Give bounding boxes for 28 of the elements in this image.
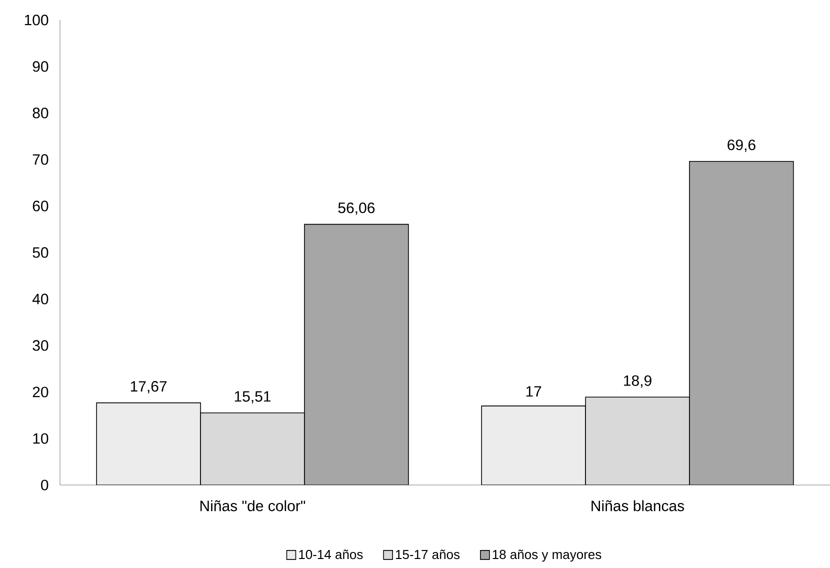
x-tick-label: Niñas "de color" — [200, 500, 306, 512]
x-tick-label: Niñas blancas — [592, 500, 684, 512]
bar — [689, 160, 794, 485]
data-label: 56,06 — [338, 202, 375, 215]
bar — [304, 224, 409, 485]
y-tick-label: 60 — [32, 200, 48, 212]
legend-label: 18 años y mayores — [492, 550, 602, 562]
y-tick-label: 90 — [32, 61, 48, 72]
legend-label: 10-14 años — [299, 550, 363, 560]
data-label: 18,9 — [624, 375, 652, 388]
y-tick-label: 20 — [32, 386, 48, 398]
bar — [96, 402, 201, 485]
y-tick-label: 70 — [32, 154, 48, 165]
bar — [585, 396, 690, 485]
y-tick-label: 30 — [32, 340, 48, 351]
y-tick-label: 40 — [32, 294, 48, 304]
y-tick-label: 10 — [33, 433, 48, 444]
y-tick-label: 50 — [32, 247, 48, 258]
bar — [481, 406, 586, 485]
data-label: 17,67 — [130, 381, 167, 394]
bar — [200, 412, 305, 485]
legend-label: 15-17 años — [396, 550, 460, 560]
data-label: 69,6 — [728, 140, 756, 152]
data-label: 15,51 — [234, 391, 271, 404]
y-tick-label: 0 — [41, 480, 48, 490]
y-tick-label: 100 — [24, 14, 48, 26]
y-tick-label: 80 — [32, 108, 48, 118]
data-label: 17 — [526, 386, 542, 397]
